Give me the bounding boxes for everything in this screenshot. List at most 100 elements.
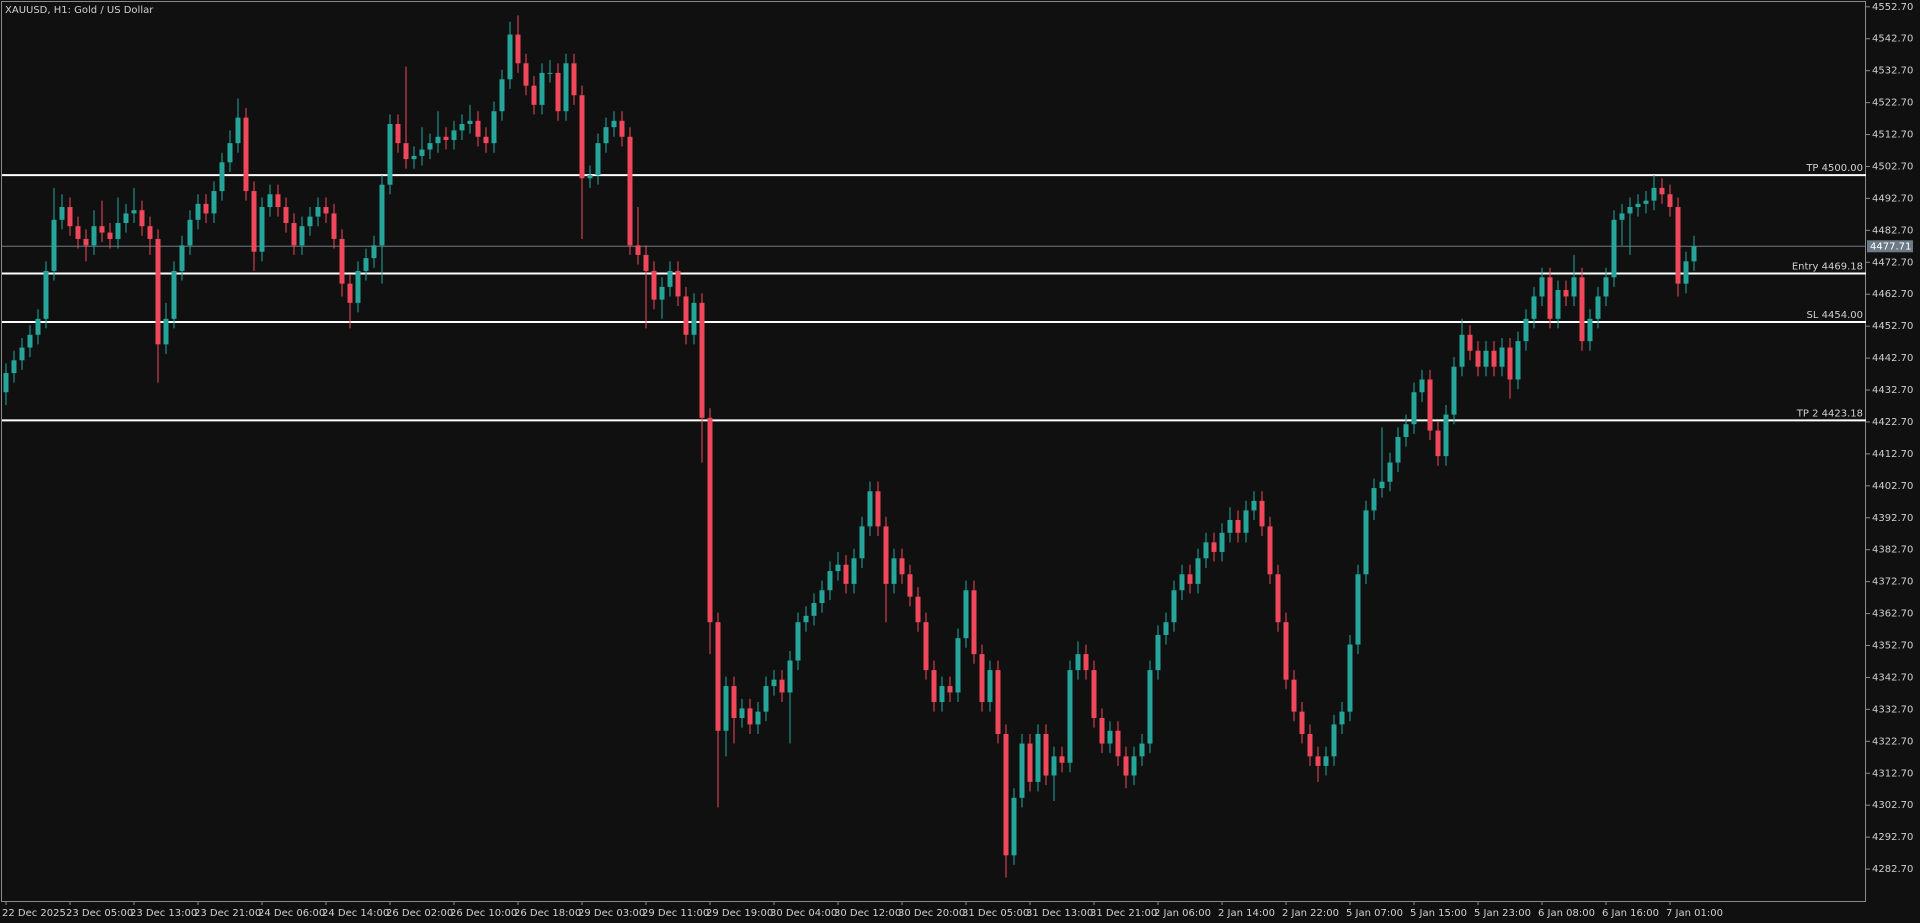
candle-body bbox=[875, 491, 881, 527]
candle-body bbox=[779, 679, 785, 693]
candle-body bbox=[715, 622, 721, 731]
candle-body bbox=[1187, 574, 1193, 584]
candle-body bbox=[1291, 679, 1297, 712]
y-tick-label: 4422.70 bbox=[1872, 417, 1913, 428]
x-tick-label: 30 Dec 04:00 bbox=[770, 908, 837, 919]
candle-body bbox=[1307, 733, 1313, 757]
candle-body bbox=[1235, 520, 1241, 533]
candle-body bbox=[1635, 203, 1641, 208]
candle-body bbox=[443, 136, 449, 140]
candle-body bbox=[19, 347, 25, 361]
candle-body bbox=[83, 238, 89, 246]
candle-body bbox=[763, 686, 769, 712]
current-price-label: 4477.71 bbox=[1870, 241, 1911, 252]
candle-body bbox=[1403, 424, 1409, 437]
candle-body bbox=[1659, 187, 1665, 195]
candle-body bbox=[835, 564, 841, 572]
x-tick-label: 24 Dec 14:00 bbox=[322, 908, 389, 919]
candle-body bbox=[1451, 366, 1457, 415]
candle-body bbox=[475, 120, 481, 137]
level-label: TP 2 4423.18 bbox=[1796, 408, 1863, 419]
candle-body bbox=[819, 590, 825, 604]
candle-body bbox=[11, 360, 17, 374]
candle-body bbox=[939, 686, 945, 703]
level-label: TP 4500.00 bbox=[1805, 163, 1863, 174]
candle-body bbox=[1499, 347, 1505, 367]
candle-body bbox=[707, 417, 713, 623]
x-tick-label: 24 Dec 06:00 bbox=[258, 908, 325, 919]
candle-body bbox=[963, 590, 969, 639]
y-tick-label: 4392.70 bbox=[1872, 513, 1913, 524]
candle-body bbox=[1683, 261, 1689, 284]
candle-body bbox=[211, 191, 217, 214]
candle-body bbox=[1611, 219, 1617, 278]
candle-body bbox=[803, 615, 809, 623]
x-tick-label: 5 Jan 23:00 bbox=[1474, 908, 1531, 919]
candle-body bbox=[1459, 334, 1465, 367]
y-tick-label: 4332.70 bbox=[1872, 704, 1913, 715]
candle-body bbox=[1315, 756, 1321, 766]
candle-body bbox=[1595, 296, 1601, 319]
candle-body bbox=[923, 622, 929, 671]
candle-body bbox=[859, 526, 865, 559]
x-tick-label: 31 Dec 21:00 bbox=[1090, 908, 1157, 919]
candle-body bbox=[1107, 730, 1113, 744]
x-tick-label: 23 Dec 13:00 bbox=[130, 908, 197, 919]
candle-body bbox=[1587, 318, 1593, 342]
candle-body bbox=[1227, 520, 1233, 533]
candle-body bbox=[251, 191, 257, 252]
candle-body bbox=[219, 162, 225, 192]
candle-body bbox=[419, 149, 425, 156]
y-tick-label: 4402.70 bbox=[1872, 481, 1913, 492]
candle-body bbox=[915, 596, 921, 623]
candle-body bbox=[547, 72, 553, 74]
x-tick-label: 29 Dec 11:00 bbox=[642, 908, 709, 919]
level-label: Entry 4469.18 bbox=[1792, 262, 1863, 273]
x-tick-label: 2 Jan 06:00 bbox=[1154, 908, 1211, 919]
candle-body bbox=[363, 258, 369, 271]
candle-body bbox=[683, 296, 689, 335]
candle-body bbox=[811, 603, 817, 616]
candle-body bbox=[979, 654, 985, 703]
x-tick-label: 7 Jan 01:00 bbox=[1666, 908, 1723, 919]
candle-body bbox=[1371, 488, 1377, 511]
y-tick-label: 4452.70 bbox=[1872, 321, 1913, 332]
candle-body bbox=[1027, 743, 1033, 782]
candle-body bbox=[883, 526, 889, 584]
current-price-tag bbox=[1867, 240, 1913, 253]
candle-body bbox=[483, 136, 489, 144]
candle-body bbox=[275, 194, 281, 208]
candle-body bbox=[1395, 436, 1401, 463]
candle-body bbox=[307, 216, 313, 227]
candle-body bbox=[467, 120, 473, 124]
candle-body bbox=[1443, 414, 1449, 457]
candle-body bbox=[283, 207, 289, 223]
candle-body bbox=[35, 318, 41, 335]
candle-body bbox=[1259, 500, 1265, 527]
candle-body bbox=[739, 708, 745, 719]
y-tick-label: 4362.70 bbox=[1872, 609, 1913, 620]
candle-body bbox=[1579, 277, 1585, 342]
candle-body bbox=[531, 85, 537, 105]
candle-body bbox=[123, 213, 129, 223]
candle-body bbox=[59, 207, 65, 220]
y-tick-label: 4512.70 bbox=[1872, 130, 1913, 141]
candle-body bbox=[867, 491, 873, 527]
y-tick-label: 4372.70 bbox=[1872, 577, 1913, 588]
candle-body bbox=[355, 270, 361, 303]
y-tick-label: 4312.70 bbox=[1872, 768, 1913, 779]
candle-body bbox=[1539, 277, 1545, 297]
candle-body bbox=[1083, 654, 1089, 671]
candle-body bbox=[523, 63, 529, 86]
y-tick-label: 4352.70 bbox=[1872, 641, 1913, 652]
candle-body bbox=[1243, 510, 1249, 533]
candle-body bbox=[1067, 670, 1073, 763]
candle-body bbox=[299, 226, 305, 246]
candle-body bbox=[931, 670, 937, 703]
candle-body bbox=[1379, 481, 1385, 489]
y-tick-label: 4322.70 bbox=[1872, 736, 1913, 747]
candle-body bbox=[1467, 334, 1473, 351]
candle-body bbox=[1123, 756, 1129, 776]
x-tick-label: 23 Dec 21:00 bbox=[194, 908, 261, 919]
candle-body bbox=[291, 222, 297, 246]
